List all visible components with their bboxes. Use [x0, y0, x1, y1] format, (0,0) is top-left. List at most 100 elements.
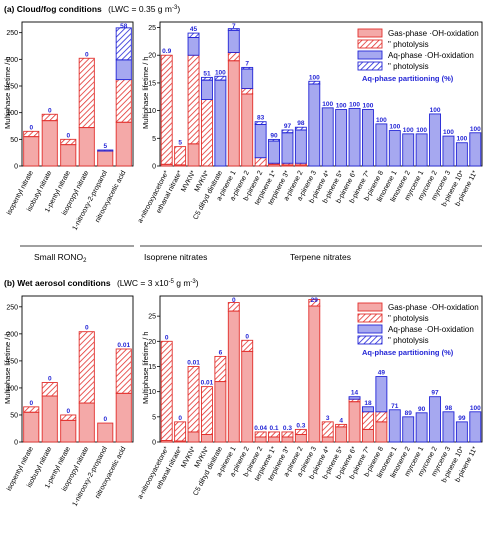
partition-label-b-isoprene-terpene: 4 — [339, 417, 343, 424]
bar-b-isoprene-terpene-gas-oh — [335, 426, 348, 443]
bar-b-isoprene-terpene-gas-oh — [362, 428, 374, 443]
legend-partition-label: Aq-phase partitioning (%) — [362, 74, 454, 83]
partition-label-a-isoprene-terpene: 100 — [403, 127, 414, 134]
partition-label-b-small: 0 — [29, 400, 33, 407]
partition-label-a-isoprene-terpene: 100 — [389, 124, 400, 131]
ytick-label-b-isoprene-terpene: 20 — [148, 339, 156, 346]
partition-label-a-isoprene-terpene: 100 — [363, 103, 374, 110]
bar-a-isoprene-terpene-gas-photolysis — [227, 52, 240, 62]
partition-label-a-isoprene-terpene: 100 — [416, 127, 427, 134]
partition-label-a-isoprene-terpene: 100 — [336, 103, 347, 110]
bar-b-isoprene-terpene-aq-oh — [375, 376, 388, 413]
bar-b-isoprene-terpene-gas-oh — [254, 436, 267, 443]
partition-label-a-isoprene-terpene: 90 — [270, 132, 278, 139]
partition-label-a-isoprene-terpene: 83 — [257, 115, 265, 122]
bar-b-isoprene-terpene-gas-photolysis — [254, 431, 267, 438]
partition-label-b-small: 0.01 — [117, 342, 130, 349]
partition-label-b-isoprene-terpene: 0 — [165, 334, 169, 341]
partition-label-a-isoprene-terpene: 100 — [309, 74, 320, 81]
bar-b-isoprene-terpene-gas-photolysis — [321, 421, 334, 438]
plot-frame-a-isoprene-terpene — [159, 21, 483, 167]
bar-a-isoprene-terpene-gas-photolysis — [241, 88, 254, 95]
bar-b-isoprene-terpene-aq-oh — [415, 412, 428, 443]
partition-label-a-isoprene-terpene: 7 — [232, 23, 236, 30]
group-label-isoprene: Isoprene nitrates — [144, 252, 207, 262]
bar-b-isoprene-terpene-aq-oh — [402, 416, 415, 443]
bar-a-small-gas-photolysis — [78, 57, 95, 129]
bar-a-isoprene-terpene-gas-photolysis — [174, 146, 187, 166]
ylabel-b-main: Multiphase lifetime / h — [141, 331, 150, 404]
partition-label-b-isoprene-terpene: 100 — [470, 405, 481, 412]
partition-label-a-isoprene-terpene: 100 — [322, 101, 333, 108]
legend-aq-photolysis-label: " photolysis — [388, 336, 429, 345]
partition-label-b-small: 0 — [85, 325, 89, 332]
bar-a-isoprene-terpene-gas-oh — [187, 143, 200, 167]
group-label-terpene: Terpene nitrates — [290, 252, 351, 262]
bar-a-isoprene-terpene-aq-oh — [268, 140, 280, 164]
ytick-label-b-small: 0 — [14, 440, 18, 447]
bar-b-isoprene-terpene-gas-oh — [227, 310, 240, 443]
bar-b-isoprene-terpene-aq-oh — [469, 411, 482, 443]
ytick-label-b-small: 100 — [6, 385, 18, 392]
legend-aq-oh-swatch — [357, 50, 383, 60]
ytick-label-a-small: 100 — [6, 110, 18, 117]
bar-a-small-aq-photolysis — [97, 149, 114, 152]
bar-b-isoprene-terpene-aq-oh — [429, 396, 441, 443]
ytick-label-a-isoprene-terpene: 10 — [148, 108, 156, 115]
partition-label-a-isoprene-terpene: 100 — [430, 107, 441, 114]
bar-a-small-aq-photolysis — [115, 27, 132, 61]
bar-a-isoprene-terpene-aq-oh — [294, 129, 307, 164]
legend-aq-photolysis-swatch — [357, 61, 383, 71]
bar-a-isoprene-terpene-aq-photolysis — [254, 121, 267, 125]
bar-a-small-gas-oh — [115, 121, 132, 167]
bar-a-isoprene-terpene-aq-oh — [455, 142, 468, 167]
partition-label-b-isoprene-terpene: 98 — [445, 405, 453, 412]
partition-label-a-isoprene-terpene: 98 — [297, 120, 305, 127]
bar-a-isoprene-terpene-aq-oh — [375, 123, 388, 167]
partition-label-b-isoprene-terpene: 0.3 — [283, 425, 292, 432]
bar-a-isoprene-terpene-aq-photolysis — [308, 80, 321, 85]
partition-label-b-isoprene-terpene: 0.3 — [296, 422, 305, 429]
bar-a-small-gas-oh — [60, 144, 77, 167]
ytick-label-a-small: 150 — [6, 84, 18, 91]
bar-b-isoprene-terpene-gas-photolysis — [362, 411, 374, 430]
partition-label-b-isoprene-terpene: 3 — [326, 415, 330, 422]
partition-label-b-isoprene-terpene: 0 — [245, 333, 249, 340]
partition-label-b-isoprene-terpene: 0.04 — [254, 425, 267, 432]
ytick-label-a-isoprene-terpene: 15 — [148, 80, 156, 87]
bar-a-small-gas-photolysis — [115, 79, 132, 123]
partition-label-b-isoprene-terpene: 90 — [418, 406, 426, 413]
bar-a-isoprene-terpene-aq-photolysis — [187, 32, 200, 38]
bar-a-isoprene-terpene-aq-oh — [187, 37, 200, 56]
bar-b-isoprene-terpene-gas-photolysis — [201, 386, 213, 435]
bar-b-isoprene-terpene-gas-photolysis — [214, 355, 227, 383]
ytick-label-a-small: 0 — [14, 164, 18, 171]
partition-label-a-small: 0 — [66, 132, 70, 139]
bar-a-isoprene-terpene-aq-photolysis — [281, 129, 294, 134]
ytick-label-a-isoprene-terpene: 25 — [148, 25, 156, 32]
bar-b-small-gas-photolysis — [115, 348, 132, 394]
bar-b-isoprene-terpene-aq-oh — [388, 409, 401, 443]
bar-b-isoprene-terpene-gas-oh — [321, 436, 334, 443]
bar-a-small-gas-photolysis — [41, 113, 58, 122]
legend-partition-label: Aq-phase partitioning (%) — [362, 348, 454, 357]
legend-a: Gas-phase ·OH-oxidation " photolysis Aq-ph… — [357, 28, 479, 83]
bar-a-small-gas-oh — [78, 127, 95, 167]
bar-a-isoprene-terpene-gas-photolysis — [254, 157, 267, 167]
ytick-label-a-small: 50 — [10, 137, 18, 144]
partition-label-a-small: 0 — [48, 107, 52, 114]
group-labels-a: Small RONO2 Isoprene nitrates Terpene ni… — [20, 245, 482, 264]
partition-label-a-isoprene-terpene: 100 — [349, 101, 360, 108]
bar-a-isoprene-terpene-aq-oh — [469, 132, 482, 167]
legend-gas-oh-label: Gas-phase ·OH-oxidation — [388, 29, 479, 38]
bar-b-isoprene-terpene-gas-photolysis — [281, 431, 294, 438]
bar-b-small-gas-oh — [115, 392, 132, 443]
ylabel-a-main: Multiphase lifetime / h — [141, 56, 150, 129]
partition-label-b-small: 0 — [103, 416, 107, 423]
bar-a-isoprene-terpene-aq-oh — [214, 79, 227, 167]
partition-label-a-isoprene-terpene: 51 — [203, 70, 211, 77]
partition-label-b-isoprene-terpene: 0 — [232, 297, 236, 304]
legend-gas-photolysis-label: " photolysis — [388, 314, 429, 323]
bar-b-small-gas-photolysis — [60, 414, 77, 421]
ytick-label-b-isoprene-terpene: 10 — [148, 389, 156, 396]
